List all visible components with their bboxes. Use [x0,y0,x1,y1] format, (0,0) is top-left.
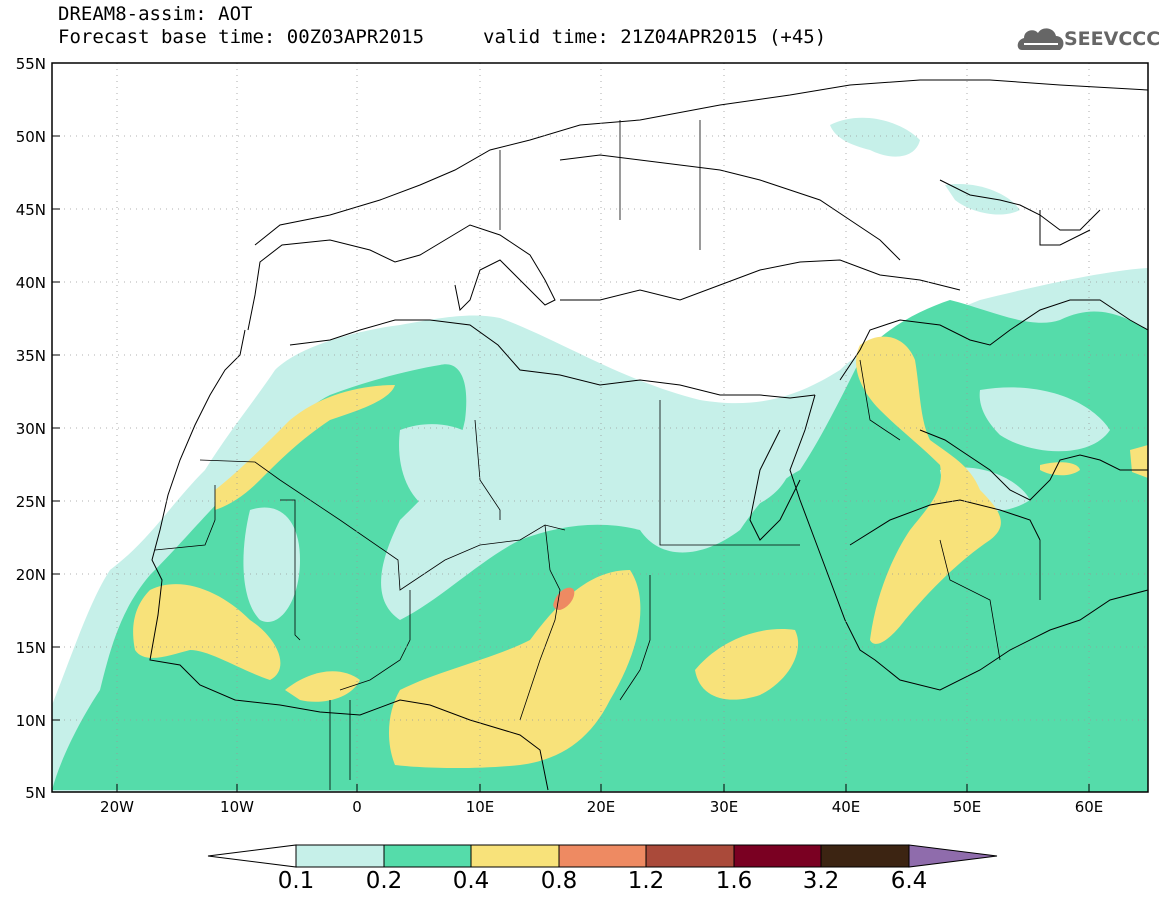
aot-field [52,63,1148,792]
valid-time: valid time: 21Z04APR2015 (+45) [483,26,827,48]
logo-text: SEEVCCC [1064,28,1161,50]
lon-label: 40E [831,798,861,816]
aot-band-0.8 [553,587,575,610]
lon-label: 10E [465,798,495,816]
colorbar-seg-1.6 [733,844,822,868]
lon-label: 10W [220,798,254,816]
colorbar-seg-1.2 [645,844,735,868]
colorbar-seg-0.2 [383,844,472,868]
lat-label: 25N [15,493,46,511]
colorbar-high-arrow [908,844,998,868]
lon-label: 50E [952,798,982,816]
colorbar-label: 1.6 [715,868,753,894]
lat-label: 20N [15,566,46,584]
colorbar-low-arrow [207,844,297,868]
aot-clear-areas [243,387,1110,622]
colorbar-seg-0.8 [558,844,647,868]
colorbar-seg-0.1 [295,844,385,868]
lat-label: 50N [15,128,46,146]
colorbar-seg-3.2 [820,844,910,868]
lat-label: 30N [15,420,46,438]
colorbar-seg-0.4 [470,844,560,868]
lat-label: 45N [15,201,46,219]
colorbar-label: 0.1 [277,868,315,894]
lon-label: 0 [352,798,362,816]
cloud-logo-icon [1017,28,1064,50]
lat-label: 5N [25,784,46,802]
lat-label: 35N [15,347,46,365]
colorbar-label: 6.4 [890,868,928,894]
coastlines [149,79,1148,791]
colorbar-label: 1.2 [627,868,665,894]
colorbar-label: 0.2 [365,868,403,894]
colorbar [207,844,998,868]
lat-label: 40N [15,274,46,292]
lon-label: 20W [100,798,134,816]
colorbar-label: 3.2 [802,868,840,894]
lon-label: 60E [1074,798,1104,816]
colorbar-label: 0.8 [540,868,578,894]
country-borders [154,120,1041,790]
tick-marks [52,62,1090,792]
colorbar-label: 0.4 [452,868,490,894]
lon-label: 20E [586,798,616,816]
lon-label: 30E [709,798,739,816]
lat-label: 55N [15,55,46,73]
lat-label: 15N [15,639,46,657]
map-title: DREAM8-assim: AOT [58,3,253,25]
lat-label: 10N [15,712,46,730]
forecast-base-time: Forecast base time: 00Z03APR2015 [58,26,425,48]
